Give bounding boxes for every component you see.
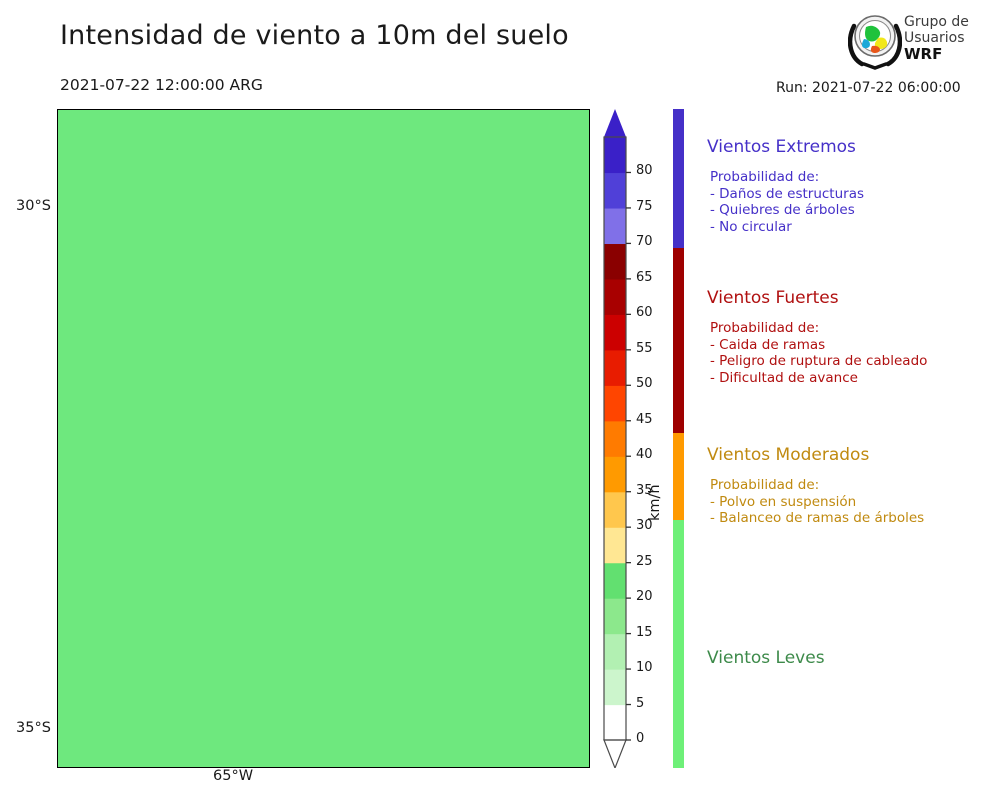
colorbar-tick-15: 15: [636, 624, 653, 640]
colorbar-tick-10: 10: [636, 660, 653, 676]
logo-line-3: WRF: [904, 45, 943, 63]
legend-body-moderados: Probabilidad de: - Polvo en suspensión -…: [707, 477, 924, 527]
lon-label-65w: 65°W: [213, 768, 254, 784]
legend-strip-leves: [673, 519, 684, 768]
legend-heading-extremos: Vientos Extremos: [707, 137, 856, 157]
legend-intro-moderados: Probabilidad de:: [710, 477, 820, 493]
colorbar-tick-80: 80: [636, 163, 653, 179]
wrf-globe-seal-icon: [847, 15, 903, 70]
legend-strip-moderados: [673, 432, 684, 520]
colorbar-tick-35: 35: [636, 482, 653, 498]
colorbar-tick-45: 45: [636, 411, 653, 427]
lat-label-35s: 35°S: [16, 720, 51, 736]
legend-item: - Peligro de ruptura de cableado: [710, 353, 928, 369]
colorbar-tick-50: 50: [636, 376, 653, 392]
legend-block-moderados: Vientos Moderados Probabilidad de: - Pol…: [707, 445, 924, 527]
legend-heading-fuertes: Vientos Fuertes: [707, 288, 839, 308]
legend-strip-extremos: [673, 109, 684, 249]
legend-body-extremos: Probabilidad de: - Daños de estructuras …: [707, 169, 864, 235]
logo-text: Grupo de Usuarios WRF: [904, 14, 969, 63]
logo-line-2: Usuarios: [904, 30, 965, 46]
legend-intro-fuertes: Probabilidad de:: [710, 320, 820, 336]
severity-legend-strip: [673, 109, 684, 768]
wind-field-canvas: [58, 110, 589, 767]
wind-speed-map[interactable]: [57, 109, 590, 768]
legend-intro-extremos: Probabilidad de:: [710, 169, 820, 185]
legend-item: - Daños de estructuras: [710, 185, 865, 202]
legend-item: - Balanceo de ramas de árboles: [710, 510, 925, 526]
wrf-logo: Grupo de Usuarios WRF: [847, 12, 994, 72]
colorbar: km/h 0 5 10 15 20 25 30 35 40 45 50 55 60 65 70 75 80: [600, 109, 666, 768]
legend-heading-leves: Vientos Leves: [707, 648, 825, 668]
legend-heading-moderados: Vientos Moderados: [707, 445, 870, 465]
valid-time-label: 2021-07-22 12:00:00 ARG: [60, 76, 263, 94]
colorbar-tick-55: 55: [636, 340, 653, 356]
colorbar-tick-5: 5: [636, 695, 645, 711]
legend-block-fuertes: Vientos Fuertes Probabilidad de: - Caida…: [707, 288, 927, 386]
colorbar-tick-75: 75: [636, 198, 653, 214]
colorbar-tick-25: 25: [636, 553, 653, 569]
colorbar-tick-60: 60: [636, 305, 653, 321]
run-time-label: Run: 2021-07-22 06:00:00: [776, 80, 961, 96]
colorbar-tick-70: 70: [636, 234, 653, 250]
colorbar-tick-30: 30: [636, 518, 653, 534]
legend-item: - Polvo en suspensión: [710, 493, 857, 510]
lat-label-30s: 30°S: [16, 198, 51, 214]
legend-strip-fuertes: [673, 248, 684, 433]
legend-item: - Caida de ramas: [710, 336, 826, 353]
page-title: Intensidad de viento a 10m del suelo: [60, 20, 569, 51]
colorbar-gradient: [603, 109, 631, 768]
colorbar-tick-40: 40: [636, 447, 653, 463]
legend-item: - Dificultad de avance: [710, 369, 858, 386]
colorbar-tick-20: 20: [636, 589, 653, 605]
legend-block-leves: Vientos Leves: [707, 648, 825, 680]
logo-line-1: Grupo de: [904, 14, 969, 30]
legend-block-extremos: Vientos Extremos Probabilidad de: - Daño…: [707, 137, 864, 235]
colorbar-tick-65: 65: [636, 269, 653, 285]
legend-item: - No circular: [710, 218, 792, 235]
colorbar-tick-0: 0: [636, 731, 645, 746]
legend-item: - Quiebres de árboles: [710, 202, 855, 218]
legend-body-fuertes: Probabilidad de: - Caida de ramas - Peli…: [707, 320, 927, 386]
